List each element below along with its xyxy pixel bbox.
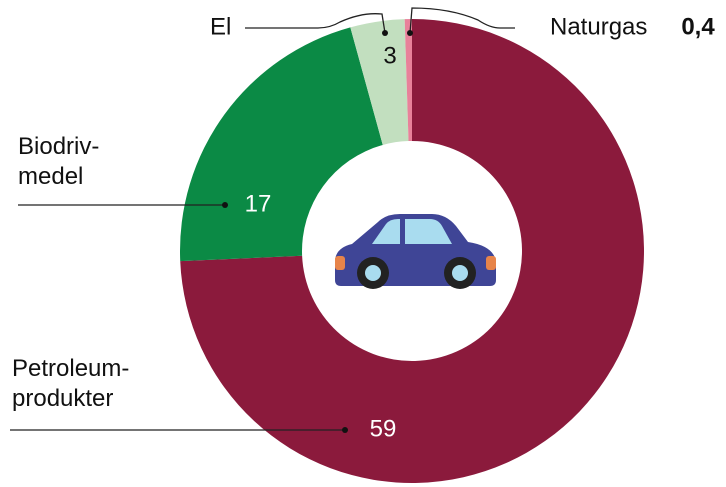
leader-dot <box>222 202 228 208</box>
leader-dot <box>382 30 388 36</box>
leader-dot <box>342 427 348 433</box>
slice-label: Biodriv-medel <box>18 133 99 190</box>
donut-slice <box>180 19 644 483</box>
slice-label: Naturgas <box>550 13 647 40</box>
value-label: 0,4 <box>681 13 715 40</box>
leader-dot <box>407 30 413 36</box>
slice-label: Petroleum-produkter <box>12 355 129 412</box>
value-label: 59 <box>370 415 397 442</box>
donut-slice <box>350 19 409 145</box>
donut-slice <box>180 27 383 262</box>
slice-label: El <box>210 13 231 40</box>
value-label: 3 <box>383 42 396 69</box>
leader-line <box>245 13 386 34</box>
leader-line <box>409 7 515 34</box>
car-icon <box>335 214 496 289</box>
value-label: 17 <box>245 190 272 217</box>
donut-slice <box>404 19 412 142</box>
